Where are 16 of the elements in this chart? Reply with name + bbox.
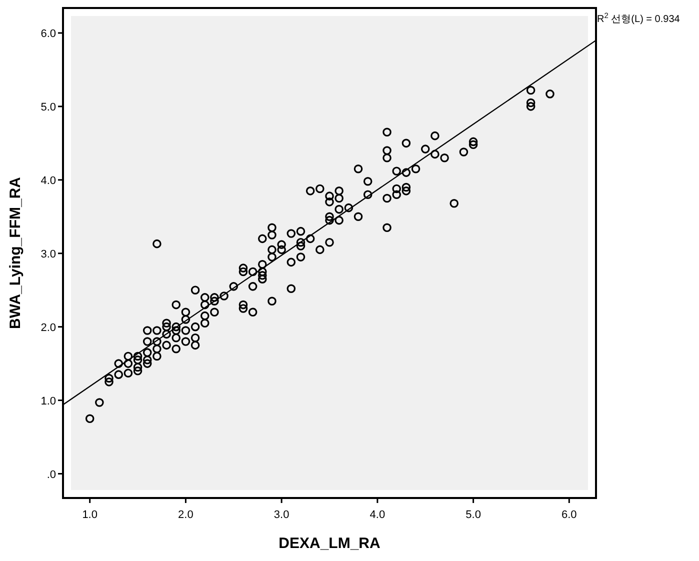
x-tick-label: 6.0: [562, 509, 577, 521]
x-tick-label: 4.0: [370, 509, 386, 521]
y-tick-label: 4.0: [40, 174, 56, 187]
x-tick-label: 2.0: [178, 509, 194, 521]
y-tick-label: 1.0: [40, 395, 56, 408]
x-tick-label: 5.0: [466, 509, 481, 521]
x-tick-label: 1.0: [82, 509, 98, 521]
y-tick-label: 2.0: [40, 322, 56, 334]
y-tick-label: .0: [46, 468, 56, 481]
y-axis-title: BWA_Lying_FFM_RA: [7, 176, 24, 329]
y-tick-label: 3.0: [40, 248, 56, 260]
y-tick-label: 6.0: [40, 28, 56, 40]
x-tick-label: 3.0: [274, 509, 290, 521]
x-axis-title: DEXA_LM_RA: [278, 535, 381, 552]
text: R$^{2}$ 선형(L) = 0.934: [597, 10, 680, 25]
y-tick-label: 5.0: [40, 101, 56, 114]
